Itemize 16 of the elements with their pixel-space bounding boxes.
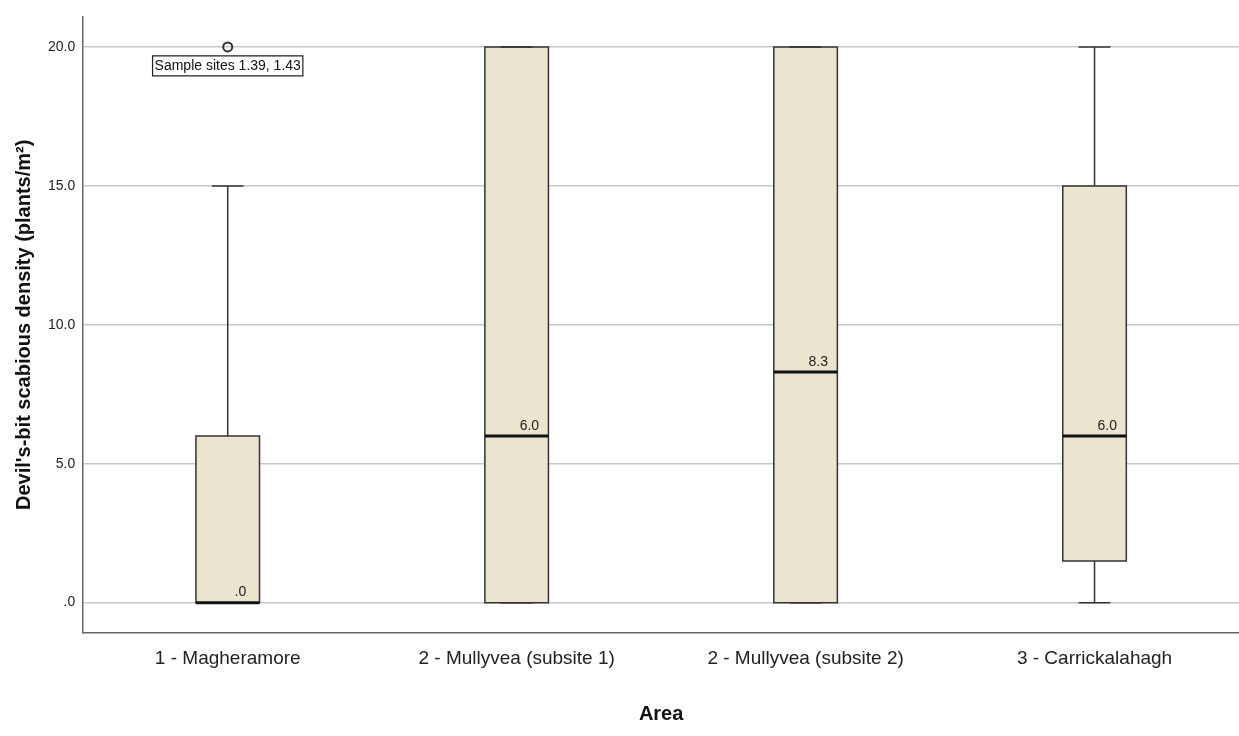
y-tick-label: 5.0 [55, 454, 76, 471]
x-tick-label: 1 - Magheramore [154, 646, 301, 668]
annotation: Sample sites 1.39, 1.43 [154, 56, 302, 73]
x-tick-label: 2 - Mullyvea (subsite 2) [707, 646, 904, 668]
x-axis-title: Area [638, 701, 685, 724]
y-tick-label: .0 [63, 593, 76, 610]
text: .0 [234, 583, 247, 600]
y-tick-label: 10.0 [48, 315, 76, 332]
y-axis-title: Devil's-bit scabious density (plants/m²) [11, 139, 34, 510]
y-tick-label: 20.0 [48, 37, 76, 54]
text: 6.0 [1097, 416, 1117, 433]
text: 8.3 [808, 352, 829, 369]
x-tick-label: 3 - Carrickalahagh [1016, 646, 1173, 668]
y-tick-label: 15.0 [48, 176, 76, 193]
x-tick-label: 2 - Mullyvea (subsite 1) [418, 646, 615, 668]
text: 6.0 [519, 416, 540, 433]
